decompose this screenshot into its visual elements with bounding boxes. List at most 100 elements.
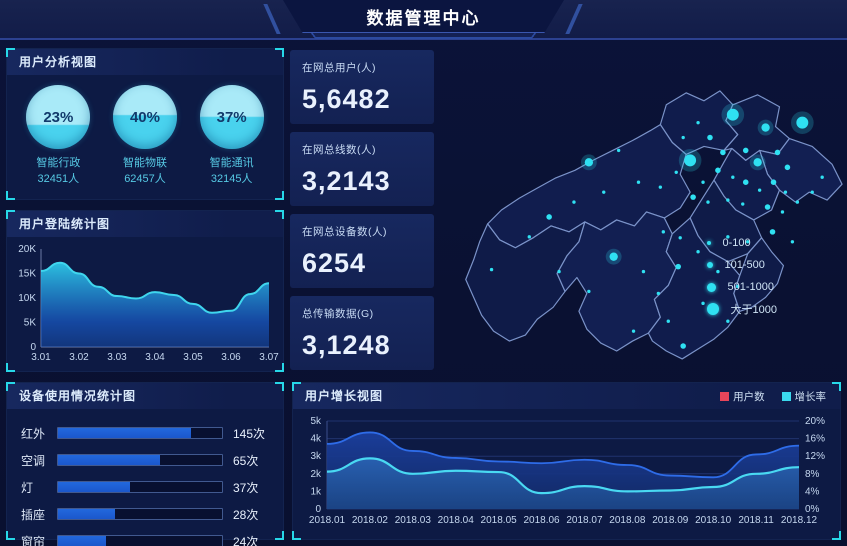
corner-bracket-icon <box>292 382 301 391</box>
gauge-iot[interactable]: 40% 智能物联 62457人 <box>103 85 187 188</box>
liquid-gauge-circle: 37% <box>199 85 264 149</box>
bar-track <box>57 427 223 439</box>
svg-text:0: 0 <box>30 342 36 353</box>
bar-fill <box>58 482 131 492</box>
svg-text:2018.08: 2018.08 <box>609 515 646 526</box>
corner-bracket-icon <box>275 48 284 57</box>
corner-bracket-icon <box>292 531 301 540</box>
gauge-caption: 智能行政 32451人 <box>16 156 100 188</box>
svg-text:2k: 2k <box>310 469 322 480</box>
panel-login-stats-title: 用户登陆统计图 <box>7 211 283 237</box>
stat-card-total-data[interactable]: 总传输数据(G) 3,1248 <box>290 296 434 370</box>
svg-text:2018.11: 2018.11 <box>738 515 774 526</box>
panel-user-growth-title: 用户增长视图 <box>293 383 840 409</box>
legend-label: 0-100 <box>722 237 751 249</box>
corner-bracket-icon <box>275 191 284 200</box>
bar-label: 插座 <box>21 507 46 522</box>
gauge-admin[interactable]: 23% 智能行政 32451人 <box>16 85 100 188</box>
svg-text:16%: 16% <box>805 434 825 445</box>
device-bar-list: 红外 145次 空调 65次 灯 37次 插座 28次 窗帘 24次 <box>7 409 283 546</box>
liquid-gauge-circle: 40% <box>112 85 177 149</box>
svg-text:0: 0 <box>315 504 321 515</box>
gauge-comms[interactable]: 37% 智能通讯 32145人 <box>190 85 274 188</box>
gauge-percent: 40% <box>129 108 160 126</box>
svg-text:2018.06: 2018.06 <box>523 515 560 526</box>
corner-bracket-icon <box>832 382 841 391</box>
bar-track <box>57 508 223 520</box>
title-underline-decoration <box>310 32 537 39</box>
gauge-percent: 37% <box>216 108 247 126</box>
stat-value: 5,6482 <box>302 84 391 114</box>
panel-user-analysis: 用户分析视图 23% 智能行政 32451人 40% 智能物联 62457人 3… <box>6 48 284 200</box>
bar-value: 65次 <box>233 453 259 468</box>
stat-card-total-users[interactable]: 在网总用户(人) 5,6482 <box>290 50 434 124</box>
stat-label: 在网总设备数(人) <box>302 226 387 238</box>
login-area-chart[interactable]: 0 5K 10K 15K 20K 3.01 3.02 3.03 3.04 3.05 3.06 3.07 <box>11 241 281 371</box>
legend-chip-icon <box>781 392 791 401</box>
map-legend-row: 0-100 <box>706 232 777 254</box>
stat-label: 总传输数据(G) <box>302 308 374 320</box>
bar-fill <box>58 509 116 519</box>
bar-value: 145次 <box>233 426 266 441</box>
map-svg <box>465 90 843 360</box>
svg-text:2018.01: 2018.01 <box>309 515 346 526</box>
map-legend-row: 101-500 <box>706 254 777 276</box>
svg-text:20%: 20% <box>805 416 825 427</box>
bar-row-light[interactable]: 灯 37次 <box>21 477 269 497</box>
stat-value: 3,1248 <box>302 330 391 360</box>
stat-value: 3,2143 <box>302 166 391 196</box>
panel-device-usage-title: 设备使用情况统计图 <box>7 383 283 409</box>
svg-text:4%: 4% <box>805 486 820 497</box>
bar-value: 24次 <box>233 534 259 546</box>
bar-row-curtain[interactable]: 窗帘 24次 <box>21 531 269 546</box>
svg-text:2018.04: 2018.04 <box>438 515 475 526</box>
gauge-caption: 智能物联 62457人 <box>103 156 187 188</box>
header-slash-left-icon <box>263 4 281 34</box>
svg-text:10K: 10K <box>18 293 36 304</box>
bar-label: 灯 <box>21 480 34 495</box>
svg-text:3.04: 3.04 <box>145 352 165 363</box>
growth-chart-legend: 用户数 增长率 <box>706 389 826 404</box>
svg-text:5K: 5K <box>24 318 37 329</box>
page-title: 数据管理中心 <box>366 8 481 28</box>
panel-device-usage: 设备使用情况统计图 红外 145次 空调 65次 灯 37次 插座 28次 窗帘… <box>6 382 284 546</box>
growth-area-chart[interactable]: 0 0% 1k 4% 2k 8% 3k 12% 4k 16% 5k 20% 2018.01 2018.02… <box>295 411 838 537</box>
region-map[interactable]: 0-100 101-500 501-1000 大于1000 <box>430 42 847 380</box>
legend-dot-icon <box>706 262 713 268</box>
svg-text:3.02: 3.02 <box>69 352 89 363</box>
svg-text:4k: 4k <box>310 434 322 445</box>
corner-bracket-icon <box>832 531 841 540</box>
bar-row-infrared[interactable]: 红外 145次 <box>21 423 269 443</box>
bar-row-socket[interactable]: 插座 28次 <box>21 504 269 524</box>
bar-value: 28次 <box>233 507 259 522</box>
gauge-label: 智能通讯 <box>209 157 254 169</box>
bar-row-aircon[interactable]: 空调 65次 <box>21 450 269 470</box>
stat-card-total-devices[interactable]: 在网总设备数(人) 6254 <box>290 214 434 288</box>
corner-bracket-icon <box>275 382 284 391</box>
svg-text:8%: 8% <box>805 469 820 480</box>
map-regions <box>465 90 843 360</box>
corner-bracket-icon <box>275 210 284 219</box>
map-dot-layer <box>489 103 824 349</box>
legend-item-growth[interactable]: 增长率 <box>781 391 826 403</box>
panel-login-stats: 用户登陆统计图 0 5K 10K 15K 20K 3.01 3.02 3.03 3.04 3.05… <box>6 210 284 372</box>
bar-value: 37次 <box>233 480 259 495</box>
svg-text:3.01: 3.01 <box>31 352 51 363</box>
gauge-label: 智能物联 <box>122 157 167 169</box>
svg-text:12%: 12% <box>805 451 825 462</box>
stat-card-total-lines[interactable]: 在网总线数(人) 3,2143 <box>290 132 434 206</box>
svg-text:0%: 0% <box>805 504 820 515</box>
bar-track <box>57 535 223 546</box>
svg-text:2018.03: 2018.03 <box>395 515 432 526</box>
corner-bracket-icon <box>275 363 284 372</box>
stat-label: 在网总用户(人) <box>302 62 376 74</box>
corner-bracket-icon <box>6 363 15 372</box>
bar-label: 窗帘 <box>21 534 46 546</box>
legend-dot-icon <box>706 282 716 292</box>
svg-text:15K: 15K <box>18 269 36 280</box>
legend-item-users[interactable]: 用户数 <box>720 391 765 403</box>
corner-bracket-icon <box>6 531 15 540</box>
gauge-caption: 智能通讯 32145人 <box>190 156 274 188</box>
svg-text:20K: 20K <box>18 244 36 255</box>
corner-bracket-icon <box>6 191 15 200</box>
